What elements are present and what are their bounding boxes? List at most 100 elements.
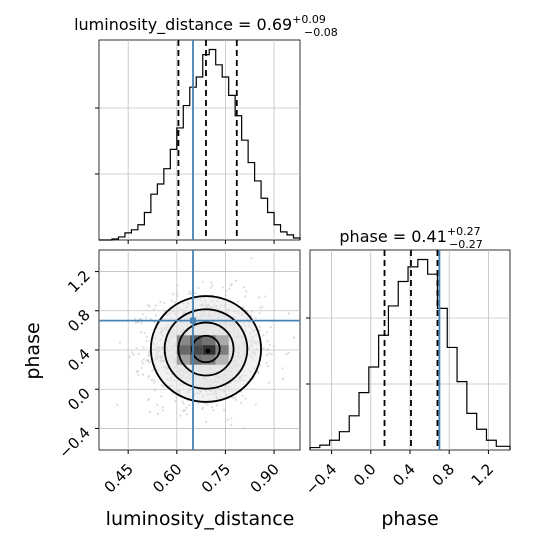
phase-x-tick-label: 0.0 [350,460,380,490]
sample-point [262,347,265,350]
x-tick-label: 0.90 [247,460,283,496]
sample-point [118,341,121,344]
sample-point [154,314,157,317]
sample-point [140,321,143,325]
phase-title-median: 0.41 [411,227,447,246]
histogram-bin [287,235,293,240]
phase-title-err-down: −0.27 [449,238,483,251]
histogram-bin [418,260,428,450]
sample-point [265,331,268,334]
dist-title-param: luminosity_distance [74,15,233,35]
contour-line [163,308,249,390]
sample-point [135,370,138,374]
sample-point [132,353,135,356]
sample-point [176,294,179,297]
sample-point [244,295,247,298]
sample-point [142,346,145,349]
joint-plot-area [99,250,300,450]
sample-point [147,399,150,402]
sample-point [176,284,179,287]
sample-point [234,398,237,401]
phase-title: phase = 0.41+0.27 [339,225,480,246]
sample-point [139,317,143,321]
contour-line [149,295,262,403]
panel-frame [98,39,301,241]
sample-point [147,376,150,379]
x-tick-label: 0.45 [101,460,137,496]
sample-point [281,377,285,381]
histogram-bin [310,448,320,450]
sample-point [287,351,290,354]
histogram-bin [274,225,280,240]
histogram-bin [339,432,349,450]
sample-point [142,358,145,361]
sample-point [246,309,249,313]
sample-point [266,348,270,351]
histogram-bin [379,335,389,450]
sample-point [170,299,174,302]
histogram-bin [457,382,467,450]
sample-point [272,345,275,348]
y-tick-label: 0.0 [64,384,94,414]
sample-point [148,305,151,308]
density-cell [176,354,190,365]
dist-title: luminosity_distance = 0.69+0.09 [74,13,326,35]
histogram-bin [359,393,369,450]
density-cell [215,354,229,365]
phase-histogram [306,249,511,454]
sample-point [261,306,264,309]
sample-point [266,365,270,368]
phase-x-tick-label: −0.4 [302,460,340,498]
histogram-bin [125,233,131,240]
sample-point [144,316,148,319]
sample-point [179,414,182,417]
sample-point [266,340,269,343]
sample-point [152,307,156,311]
histogram-bin [398,282,408,450]
sample-point [254,316,257,320]
sample-point [264,295,267,298]
sample-point [137,373,140,376]
sample-point [139,331,142,334]
phase-title-param: phase [339,227,387,246]
sample-point [153,379,156,382]
histogram-step [309,258,511,450]
density-cell [215,345,229,355]
sample-point [134,321,137,325]
truth-marker [190,317,197,324]
sample-point [209,286,212,289]
y-tick-label: 0.8 [64,306,94,336]
sample-point [141,312,145,316]
histogram-bin [294,238,300,240]
sample-point [145,359,148,362]
sample-point [270,353,273,356]
histogram-bin [255,181,261,240]
histogram-bin [144,212,150,240]
sample-point [185,406,188,409]
sample-point [221,286,224,289]
sample-point [281,367,284,370]
sample-point [161,409,164,412]
sample-point [228,287,231,290]
histogram-bin [229,95,235,240]
sample-point [240,401,243,404]
sample-point [161,406,164,409]
x-axis-label-distance: luminosity_distance [106,508,295,530]
sample-point [293,336,296,339]
y-tick-label: 1.2 [64,267,94,297]
density-cell [176,335,190,346]
sample-point [145,335,149,338]
sample-point [182,409,185,412]
sample-point [211,284,214,287]
sample-point [173,301,176,304]
density-cell [202,354,216,365]
sample-point [250,257,253,260]
x-tick-label: 0.75 [198,460,234,496]
histogram-bin [477,429,487,450]
sample-point [160,384,163,387]
peak-marker [205,348,211,354]
histogram-bin [138,225,144,240]
y-tick-label: −0.4 [55,424,93,462]
sample-point [151,369,154,373]
sample-point [140,366,143,369]
